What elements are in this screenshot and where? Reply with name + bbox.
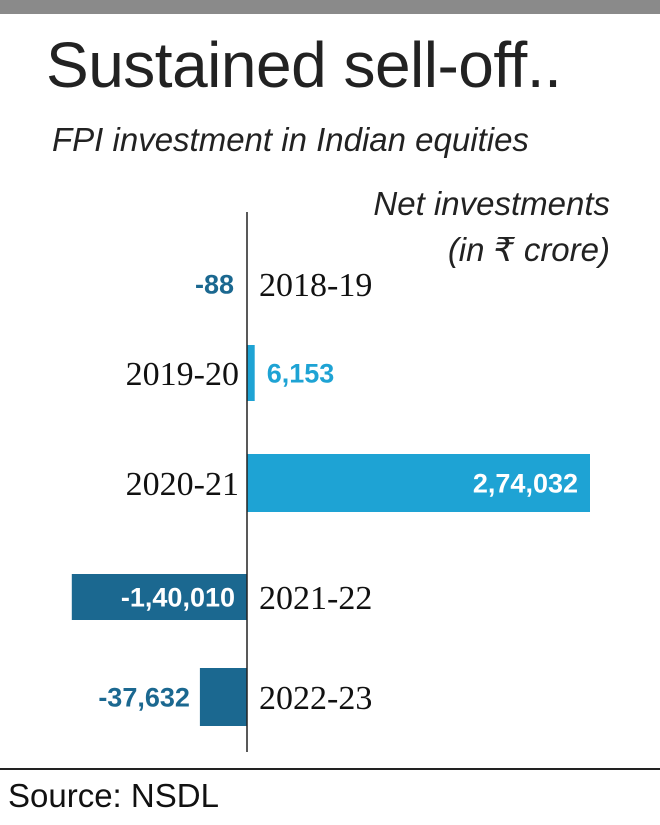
value-label-2020-21: 2,74,032: [473, 469, 578, 499]
top-rule: [0, 0, 660, 14]
chart-subtitle: FPI investment in Indian equities: [52, 121, 529, 158]
category-label-2018-19: 2018-19: [259, 267, 372, 304]
category-label-2019-20: 2019-20: [126, 356, 239, 393]
unit-label-line2: (in ₹ crore): [447, 231, 610, 268]
value-label-2022-23: -37,632: [98, 683, 190, 713]
bar-2021-22: [71, 574, 247, 620]
bar-2019-20: [247, 345, 255, 401]
unit-label-line1: Net investments: [373, 185, 610, 222]
value-label-2019-20: 6,153: [267, 359, 335, 389]
source-note: Source: NSDL: [8, 777, 219, 814]
category-label-2021-22: 2021-22: [259, 580, 372, 617]
category-label-2020-21: 2020-21: [126, 466, 239, 503]
bar-2020-21: [247, 454, 590, 512]
bottom-rule: [0, 768, 660, 770]
value-label-2018-19: -88: [195, 270, 234, 300]
bar-2022-23: [199, 668, 247, 726]
category-label-2022-23: 2022-23: [259, 680, 372, 717]
chart-title: Sustained sell-off..: [46, 29, 562, 101]
value-label-2021-22: -1,40,010: [121, 583, 235, 613]
